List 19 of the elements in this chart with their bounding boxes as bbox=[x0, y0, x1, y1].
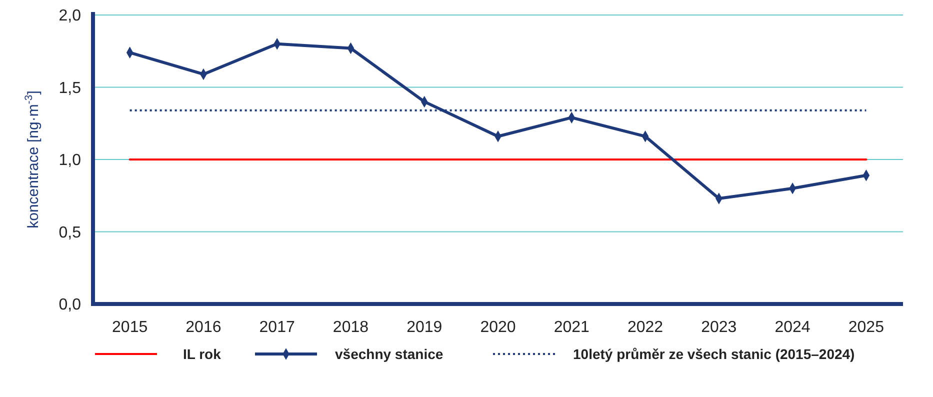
legend-label: IL rok bbox=[183, 346, 222, 362]
x-tick-label: 2025 bbox=[848, 319, 884, 336]
x-tick-label: 2021 bbox=[554, 319, 590, 336]
y-tick-label: 1,5 bbox=[58, 80, 82, 97]
y-tick-label: 0,5 bbox=[58, 224, 82, 242]
x-tick-label: 2024 bbox=[774, 319, 810, 336]
y-tick-label: 0,0 bbox=[58, 296, 82, 314]
x-tick-label: 2023 bbox=[701, 319, 737, 336]
y-tick-label: 1,0 bbox=[58, 152, 82, 170]
legend-label: 10letý průměr ze všech stanic (2015–2024) bbox=[573, 346, 855, 362]
x-tick-label: 2015 bbox=[112, 319, 148, 336]
legend-label: všechny stanice bbox=[335, 346, 444, 362]
x-tick-label: 2018 bbox=[332, 319, 369, 336]
x-tick-label: 2022 bbox=[627, 319, 664, 336]
x-tick-label: 2019 bbox=[406, 319, 442, 336]
x-tick-label: 2017 bbox=[259, 319, 295, 336]
x-tick-label: 2016 bbox=[186, 319, 222, 336]
x-tick-label: 2020 bbox=[480, 319, 516, 336]
y-tick-label: 2,0 bbox=[58, 8, 82, 25]
